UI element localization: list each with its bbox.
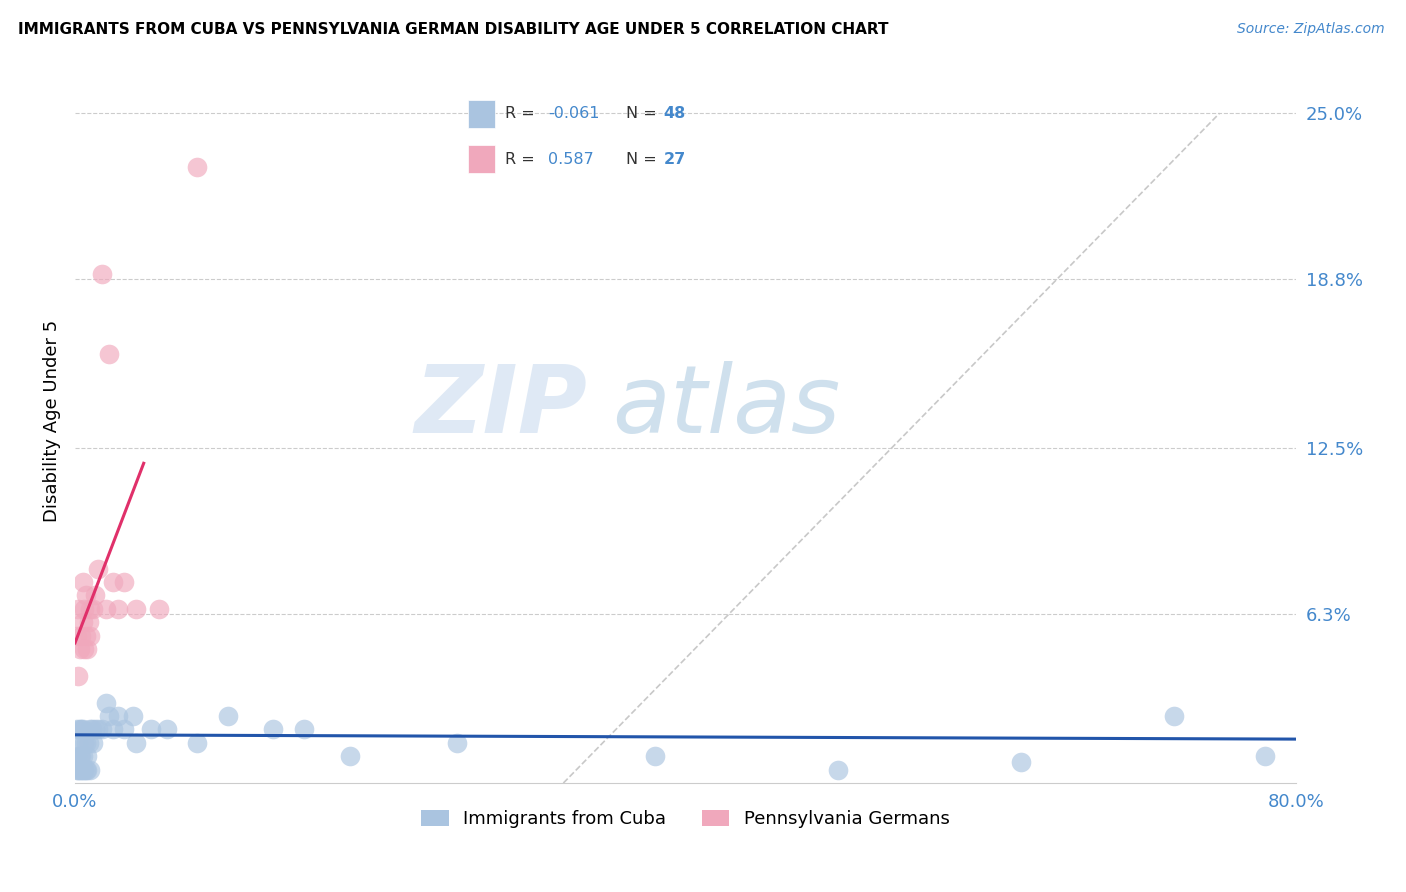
Point (82, 602, 104, 616)
Point (77, 736, 100, 750)
Legend: Immigrants from Cuba, Pennsylvania Germans: Immigrants from Cuba, Pennsylvania Germa… (415, 803, 956, 836)
Point (112, 723, 135, 737)
Point (1163, 709, 1185, 723)
Point (292, 723, 315, 737)
Point (82, 736, 104, 750)
Point (75, 736, 97, 750)
Point (827, 763, 849, 777)
Text: atlas: atlas (612, 361, 841, 452)
Point (79, 723, 101, 737)
Point (73, 763, 96, 777)
Point (155, 723, 177, 737)
Point (76, 642, 98, 657)
Point (69, 763, 91, 777)
Point (65, 763, 87, 777)
Point (112, 575, 135, 590)
Point (141, 723, 163, 737)
Point (75, 589, 97, 603)
Point (122, 709, 145, 723)
Point (67, 669, 90, 683)
Text: ZIP: ZIP (415, 361, 588, 453)
Point (69, 723, 91, 737)
Point (186, 160, 208, 174)
Point (75, 629, 97, 643)
Point (76, 749, 98, 764)
Point (262, 723, 284, 737)
Point (73, 602, 96, 616)
Point (73, 736, 96, 750)
Point (79, 629, 101, 643)
Point (70, 629, 93, 643)
Point (125, 602, 148, 616)
Text: Source: ZipAtlas.com: Source: ZipAtlas.com (1237, 22, 1385, 37)
Point (91, 267, 114, 281)
Point (446, 736, 468, 750)
Point (83, 723, 105, 737)
Point (87, 723, 110, 737)
Point (70, 763, 93, 777)
Point (76, 763, 98, 777)
Point (1254, 749, 1277, 764)
Point (67, 763, 90, 777)
Point (73, 642, 96, 657)
Point (65, 723, 87, 737)
Point (72, 749, 94, 764)
Point (125, 736, 148, 750)
Point (186, 736, 208, 750)
Point (94, 696, 117, 710)
Point (91, 723, 114, 737)
Point (72, 723, 94, 737)
Point (79, 763, 101, 777)
Point (77, 615, 100, 630)
Text: IMMIGRANTS FROM CUBA VS PENNSYLVANIA GERMAN DISABILITY AGE UNDER 5 CORRELATION C: IMMIGRANTS FROM CUBA VS PENNSYLVANIA GER… (18, 22, 889, 37)
Point (69, 749, 91, 764)
Point (644, 749, 666, 764)
Point (87, 562, 110, 576)
Point (65, 629, 87, 643)
Point (72, 763, 94, 777)
Point (97, 709, 120, 723)
Point (69, 642, 91, 657)
Point (107, 709, 129, 723)
Point (217, 709, 239, 723)
Point (70, 749, 93, 764)
Point (67, 736, 90, 750)
Point (72, 575, 94, 590)
Point (65, 749, 87, 764)
Point (72, 615, 94, 630)
Point (79, 602, 101, 616)
Point (80, 723, 103, 737)
Point (97, 347, 120, 361)
Point (1010, 755, 1032, 769)
Point (83, 589, 105, 603)
Point (148, 602, 170, 616)
Point (101, 575, 124, 590)
Y-axis label: Disability Age Under 5: Disability Age Under 5 (44, 320, 60, 523)
Point (75, 763, 97, 777)
Point (94, 602, 117, 616)
Point (67, 602, 90, 616)
Point (70, 723, 93, 737)
Point (107, 602, 129, 616)
Point (339, 749, 361, 764)
Point (101, 723, 124, 737)
